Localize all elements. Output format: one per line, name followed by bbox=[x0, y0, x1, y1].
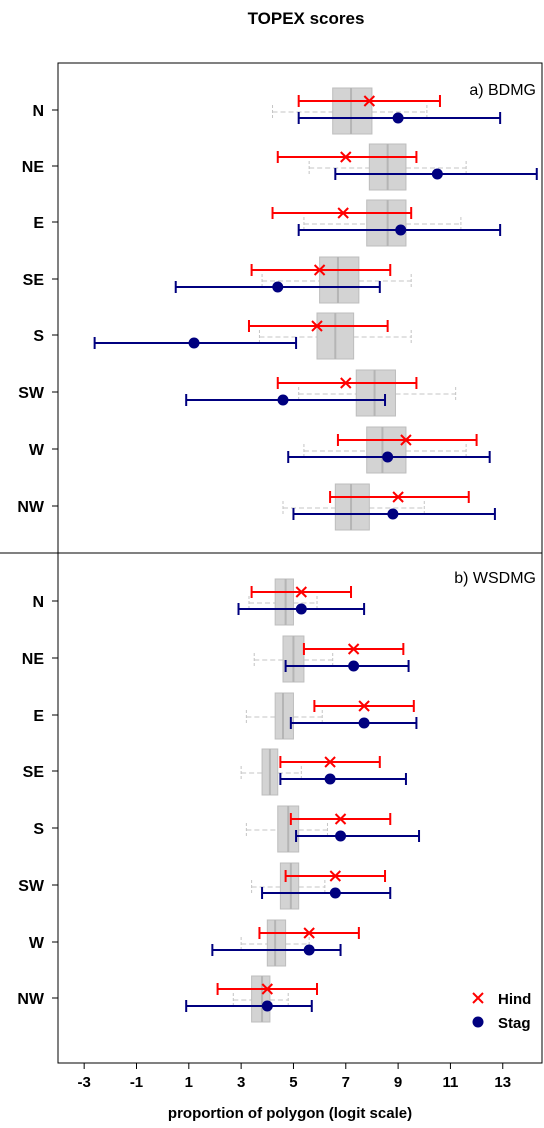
panel-label: a) BDMG bbox=[469, 82, 536, 99]
x-tick-label: -3 bbox=[77, 1074, 90, 1091]
hind-marker bbox=[324, 756, 336, 768]
legend-stag-marker bbox=[472, 1016, 484, 1028]
category-label: NW bbox=[17, 499, 45, 516]
hind-marker bbox=[303, 927, 315, 939]
stag-marker bbox=[382, 451, 394, 463]
stag-marker bbox=[277, 394, 289, 406]
stag-marker bbox=[324, 773, 336, 785]
hind-marker bbox=[295, 586, 308, 598]
box-iqr bbox=[279, 862, 300, 910]
stag-marker bbox=[348, 660, 360, 672]
hind-marker bbox=[329, 870, 342, 882]
legend-label: Stag bbox=[498, 1015, 531, 1032]
category-label: NE bbox=[22, 651, 45, 668]
box-iqr bbox=[366, 199, 407, 247]
panel-label: b) WSDMG bbox=[454, 570, 536, 587]
hind-marker bbox=[400, 434, 412, 446]
category-label: SW bbox=[18, 878, 45, 895]
box-iqr bbox=[366, 426, 407, 474]
hind-marker bbox=[261, 983, 274, 995]
box-iqr bbox=[266, 919, 287, 967]
category-label: S bbox=[33, 821, 44, 838]
hind-marker bbox=[392, 491, 404, 503]
box-iqr bbox=[274, 692, 294, 740]
x-tick-label: 3 bbox=[237, 1074, 245, 1091]
stag-marker bbox=[395, 224, 407, 236]
chart-frame bbox=[57, 62, 543, 1064]
category-label: E bbox=[33, 708, 44, 725]
hind-marker bbox=[337, 207, 349, 219]
category-label: S bbox=[33, 328, 44, 345]
stag-marker bbox=[303, 944, 315, 956]
hind-marker bbox=[340, 377, 352, 389]
plot-layer: a) BDMG N NE E SE S SW W NW b) WSDMG N NE E SE S SW W NW -… bbox=[17, 82, 538, 1091]
category-label: N bbox=[32, 103, 44, 120]
hind-marker bbox=[347, 643, 360, 655]
stag-marker bbox=[295, 603, 307, 615]
box-iqr bbox=[274, 578, 294, 626]
stag-marker bbox=[431, 168, 443, 180]
category-label: W bbox=[29, 442, 45, 459]
stag-marker bbox=[392, 112, 404, 124]
stag-marker bbox=[387, 508, 399, 520]
box-iqr bbox=[251, 975, 271, 1023]
stag-marker bbox=[329, 887, 341, 899]
category-label: N bbox=[32, 594, 44, 611]
stag-marker bbox=[272, 281, 284, 293]
legend-label: Hind bbox=[498, 991, 531, 1008]
x-axis-label: proportion of polygon (logit scale) bbox=[168, 1105, 412, 1122]
hind-marker bbox=[363, 95, 376, 107]
x-tick-label: 1 bbox=[185, 1074, 193, 1091]
hind-marker bbox=[334, 813, 347, 825]
box-iqr bbox=[319, 256, 360, 304]
box-iqr bbox=[355, 369, 396, 417]
category-label: SW bbox=[18, 385, 45, 402]
stag-marker bbox=[188, 337, 200, 349]
hind-marker bbox=[311, 320, 323, 332]
box-iqr bbox=[332, 87, 373, 135]
x-tick-label: 9 bbox=[394, 1074, 402, 1091]
chart-title: TOPEX scores bbox=[248, 9, 365, 28]
legend-hind-marker bbox=[472, 992, 484, 1004]
x-tick-label: 7 bbox=[342, 1074, 350, 1091]
hind-marker bbox=[358, 700, 370, 712]
category-label: NE bbox=[22, 159, 45, 176]
category-label: SE bbox=[23, 272, 45, 289]
category-label: NW bbox=[17, 991, 45, 1008]
box-iqr bbox=[334, 483, 370, 531]
category-label: W bbox=[29, 935, 45, 952]
category-label: SE bbox=[23, 764, 45, 781]
category-label: E bbox=[33, 215, 44, 232]
x-tick-label: 5 bbox=[289, 1074, 297, 1091]
hind-marker bbox=[340, 151, 352, 163]
hind-marker bbox=[313, 264, 326, 276]
x-tick-label: -1 bbox=[130, 1074, 143, 1091]
stag-marker bbox=[335, 830, 347, 842]
x-tick-label: 13 bbox=[494, 1074, 511, 1091]
x-tick-label: 11 bbox=[443, 1074, 459, 1091]
stag-marker bbox=[261, 1000, 273, 1012]
stag-marker bbox=[358, 717, 370, 729]
